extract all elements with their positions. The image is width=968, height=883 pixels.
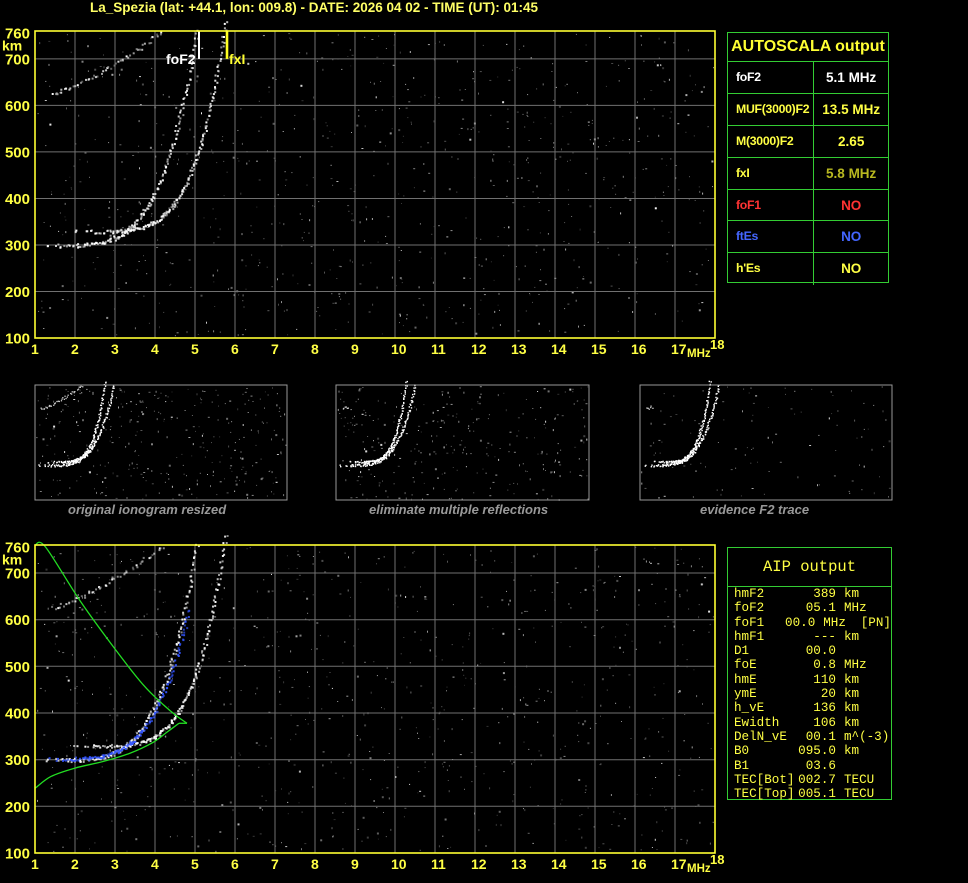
svg-text:400: 400 [5,191,30,208]
svg-text:100: 100 [5,331,30,348]
svg-text:4: 4 [151,341,159,357]
svg-text:600: 600 [5,612,30,629]
svg-text:km: km [2,552,22,568]
svg-text:16: 16 [631,856,647,872]
svg-text:400: 400 [5,706,30,723]
svg-text:La_Spezia (lat: +44.1, lon: 00: La_Spezia (lat: +44.1, lon: 009.8) - DAT… [90,0,539,15]
svg-text:10: 10 [391,856,407,872]
svg-text:fxI: fxI [229,51,245,67]
svg-text:8: 8 [311,341,319,357]
svg-text:15: 15 [591,856,607,872]
svg-text:18: 18 [710,852,724,867]
svg-text:8: 8 [311,856,319,872]
svg-text:700: 700 [5,566,30,583]
svg-text:3: 3 [111,341,119,357]
svg-text:500: 500 [5,144,30,161]
svg-text:2: 2 [71,856,79,872]
svg-text:14: 14 [551,856,567,872]
svg-text:13: 13 [511,341,527,357]
svg-text:500: 500 [5,659,30,676]
svg-text:17: 17 [671,341,687,357]
svg-text:12: 12 [471,856,487,872]
svg-text:5: 5 [191,856,199,872]
svg-text:3: 3 [111,856,119,872]
svg-text:100: 100 [5,846,30,863]
svg-text:2: 2 [71,341,79,357]
svg-text:7: 7 [271,341,279,357]
svg-text:eliminate multiple reflections: eliminate multiple reflections [369,502,548,517]
svg-text:18: 18 [710,337,724,352]
svg-text:9: 9 [351,341,359,357]
svg-text:700: 700 [5,51,30,68]
svg-text:15: 15 [591,341,607,357]
svg-text:600: 600 [5,98,30,115]
svg-text:evidence F2 trace: evidence F2 trace [700,502,809,517]
svg-text:1: 1 [31,341,39,357]
svg-text:12: 12 [471,341,487,357]
svg-text:11: 11 [431,856,446,872]
svg-text:5: 5 [191,341,199,357]
svg-text:300: 300 [5,752,30,769]
svg-text:1: 1 [31,856,39,872]
svg-text:MHz: MHz [687,863,711,875]
svg-text:13: 13 [511,856,527,872]
svg-text:10: 10 [391,341,407,357]
svg-text:4: 4 [151,856,159,872]
svg-text:200: 200 [5,799,30,816]
svg-text:11: 11 [431,341,446,357]
svg-text:6: 6 [231,341,239,357]
svg-text:300: 300 [5,238,30,255]
svg-text:200: 200 [5,284,30,301]
svg-text:7: 7 [271,856,279,872]
svg-text:16: 16 [631,341,647,357]
svg-text:9: 9 [351,856,359,872]
svg-text:14: 14 [551,341,567,357]
svg-text:6: 6 [231,856,239,872]
svg-text:km: km [2,38,22,54]
svg-text:original ionogram resized: original ionogram resized [68,502,227,517]
svg-text:17: 17 [671,856,687,872]
svg-text:MHz: MHz [687,348,711,360]
svg-text:foF2: foF2 [166,51,196,67]
